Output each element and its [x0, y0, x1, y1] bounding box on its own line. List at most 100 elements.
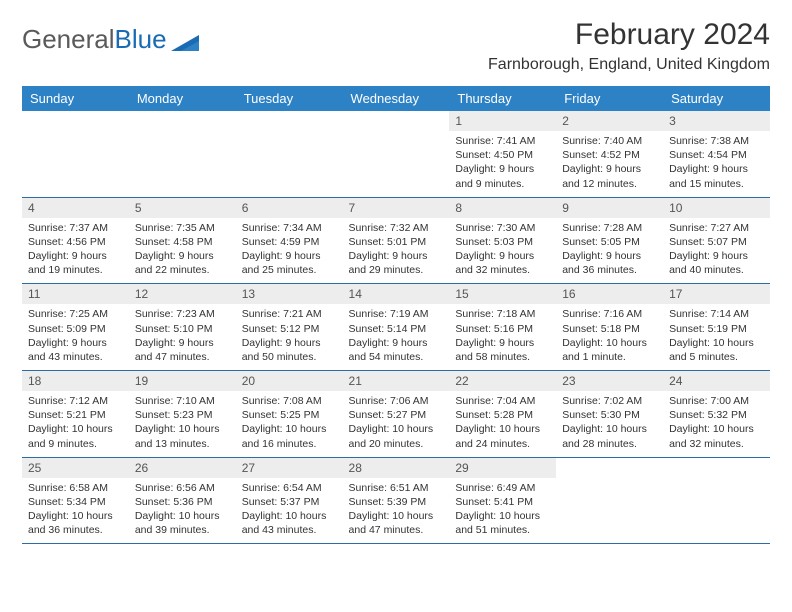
day-number: 19 — [129, 371, 236, 391]
title-block: February 2024 Farnborough, England, Unit… — [488, 18, 770, 74]
calendar-table: Sunday Monday Tuesday Wednesday Thursday… — [22, 86, 770, 544]
day-number: 10 — [663, 198, 770, 218]
day-details: Sunrise: 7:37 AMSunset: 4:56 PMDaylight:… — [22, 218, 129, 284]
day-details: Sunrise: 7:16 AMSunset: 5:18 PMDaylight:… — [556, 304, 663, 370]
calendar-week-row: 4Sunrise: 7:37 AMSunset: 4:56 PMDaylight… — [22, 197, 770, 284]
day-number: 5 — [129, 198, 236, 218]
calendar-cell: 27Sunrise: 6:54 AMSunset: 5:37 PMDayligh… — [236, 457, 343, 544]
logo-triangle-icon — [171, 29, 199, 51]
header: GeneralBlue February 2024 Farnborough, E… — [22, 18, 770, 74]
month-title: February 2024 — [488, 18, 770, 52]
col-wednesday: Wednesday — [343, 86, 450, 111]
calendar-cell: 10Sunrise: 7:27 AMSunset: 5:07 PMDayligh… — [663, 197, 770, 284]
calendar-cell: 3Sunrise: 7:38 AMSunset: 4:54 PMDaylight… — [663, 111, 770, 197]
day-details: Sunrise: 7:02 AMSunset: 5:30 PMDaylight:… — [556, 391, 663, 457]
day-number: 2 — [556, 111, 663, 131]
logo-text: GeneralBlue — [22, 24, 167, 55]
day-details: Sunrise: 7:35 AMSunset: 4:58 PMDaylight:… — [129, 218, 236, 284]
day-details: Sunrise: 7:19 AMSunset: 5:14 PMDaylight:… — [343, 304, 450, 370]
calendar-cell: 19Sunrise: 7:10 AMSunset: 5:23 PMDayligh… — [129, 371, 236, 458]
location: Farnborough, England, United Kingdom — [488, 56, 770, 74]
logo-part1: General — [22, 24, 115, 54]
day-details: Sunrise: 7:12 AMSunset: 5:21 PMDaylight:… — [22, 391, 129, 457]
calendar-cell: 22Sunrise: 7:04 AMSunset: 5:28 PMDayligh… — [449, 371, 556, 458]
calendar-cell — [556, 457, 663, 544]
day-details: Sunrise: 7:00 AMSunset: 5:32 PMDaylight:… — [663, 391, 770, 457]
day-details: Sunrise: 7:23 AMSunset: 5:10 PMDaylight:… — [129, 304, 236, 370]
calendar-cell: 13Sunrise: 7:21 AMSunset: 5:12 PMDayligh… — [236, 284, 343, 371]
day-number: 18 — [22, 371, 129, 391]
day-details: Sunrise: 7:30 AMSunset: 5:03 PMDaylight:… — [449, 218, 556, 284]
calendar-cell: 15Sunrise: 7:18 AMSunset: 5:16 PMDayligh… — [449, 284, 556, 371]
day-number: 4 — [22, 198, 129, 218]
day-details: Sunrise: 7:14 AMSunset: 5:19 PMDaylight:… — [663, 304, 770, 370]
day-details: Sunrise: 7:10 AMSunset: 5:23 PMDaylight:… — [129, 391, 236, 457]
day-number: 27 — [236, 458, 343, 478]
calendar-cell: 5Sunrise: 7:35 AMSunset: 4:58 PMDaylight… — [129, 197, 236, 284]
calendar-cell: 14Sunrise: 7:19 AMSunset: 5:14 PMDayligh… — [343, 284, 450, 371]
day-details: Sunrise: 6:49 AMSunset: 5:41 PMDaylight:… — [449, 478, 556, 544]
day-number: 15 — [449, 284, 556, 304]
calendar-cell — [22, 111, 129, 197]
calendar-cell: 28Sunrise: 6:51 AMSunset: 5:39 PMDayligh… — [343, 457, 450, 544]
calendar-cell — [129, 111, 236, 197]
calendar-cell: 2Sunrise: 7:40 AMSunset: 4:52 PMDaylight… — [556, 111, 663, 197]
day-details: Sunrise: 7:28 AMSunset: 5:05 PMDaylight:… — [556, 218, 663, 284]
day-number: 1 — [449, 111, 556, 131]
day-number: 13 — [236, 284, 343, 304]
day-details: Sunrise: 7:18 AMSunset: 5:16 PMDaylight:… — [449, 304, 556, 370]
day-number: 6 — [236, 198, 343, 218]
day-number: 21 — [343, 371, 450, 391]
calendar-week-row: 11Sunrise: 7:25 AMSunset: 5:09 PMDayligh… — [22, 284, 770, 371]
day-number: 23 — [556, 371, 663, 391]
col-sunday: Sunday — [22, 86, 129, 111]
day-details: Sunrise: 6:54 AMSunset: 5:37 PMDaylight:… — [236, 478, 343, 544]
calendar-cell — [663, 457, 770, 544]
day-details: Sunrise: 7:32 AMSunset: 5:01 PMDaylight:… — [343, 218, 450, 284]
day-number: 7 — [343, 198, 450, 218]
calendar-cell: 21Sunrise: 7:06 AMSunset: 5:27 PMDayligh… — [343, 371, 450, 458]
calendar-week-row: 1Sunrise: 7:41 AMSunset: 4:50 PMDaylight… — [22, 111, 770, 197]
day-details: Sunrise: 7:25 AMSunset: 5:09 PMDaylight:… — [22, 304, 129, 370]
calendar-cell: 25Sunrise: 6:58 AMSunset: 5:34 PMDayligh… — [22, 457, 129, 544]
day-number: 12 — [129, 284, 236, 304]
day-number: 28 — [343, 458, 450, 478]
calendar-cell: 9Sunrise: 7:28 AMSunset: 5:05 PMDaylight… — [556, 197, 663, 284]
day-number: 16 — [556, 284, 663, 304]
day-details: Sunrise: 7:40 AMSunset: 4:52 PMDaylight:… — [556, 131, 663, 197]
day-number: 20 — [236, 371, 343, 391]
calendar-cell: 20Sunrise: 7:08 AMSunset: 5:25 PMDayligh… — [236, 371, 343, 458]
calendar-header-row: Sunday Monday Tuesday Wednesday Thursday… — [22, 86, 770, 111]
day-number: 22 — [449, 371, 556, 391]
day-number: 17 — [663, 284, 770, 304]
calendar-cell: 12Sunrise: 7:23 AMSunset: 5:10 PMDayligh… — [129, 284, 236, 371]
day-number: 11 — [22, 284, 129, 304]
calendar-cell: 18Sunrise: 7:12 AMSunset: 5:21 PMDayligh… — [22, 371, 129, 458]
logo-part2: Blue — [115, 24, 167, 54]
day-details: Sunrise: 7:27 AMSunset: 5:07 PMDaylight:… — [663, 218, 770, 284]
day-number: 14 — [343, 284, 450, 304]
calendar-cell: 6Sunrise: 7:34 AMSunset: 4:59 PMDaylight… — [236, 197, 343, 284]
day-number: 24 — [663, 371, 770, 391]
calendar-cell — [236, 111, 343, 197]
day-details: Sunrise: 7:08 AMSunset: 5:25 PMDaylight:… — [236, 391, 343, 457]
calendar-cell: 1Sunrise: 7:41 AMSunset: 4:50 PMDaylight… — [449, 111, 556, 197]
day-details: Sunrise: 7:34 AMSunset: 4:59 PMDaylight:… — [236, 218, 343, 284]
day-number: 25 — [22, 458, 129, 478]
calendar-cell: 26Sunrise: 6:56 AMSunset: 5:36 PMDayligh… — [129, 457, 236, 544]
logo: GeneralBlue — [22, 24, 199, 55]
calendar-cell: 23Sunrise: 7:02 AMSunset: 5:30 PMDayligh… — [556, 371, 663, 458]
calendar-week-row: 25Sunrise: 6:58 AMSunset: 5:34 PMDayligh… — [22, 457, 770, 544]
day-details: Sunrise: 7:04 AMSunset: 5:28 PMDaylight:… — [449, 391, 556, 457]
col-tuesday: Tuesday — [236, 86, 343, 111]
day-details: Sunrise: 6:58 AMSunset: 5:34 PMDaylight:… — [22, 478, 129, 544]
col-saturday: Saturday — [663, 86, 770, 111]
day-number: 29 — [449, 458, 556, 478]
calendar-cell: 8Sunrise: 7:30 AMSunset: 5:03 PMDaylight… — [449, 197, 556, 284]
calendar-cell — [343, 111, 450, 197]
day-number: 9 — [556, 198, 663, 218]
calendar-body: 1Sunrise: 7:41 AMSunset: 4:50 PMDaylight… — [22, 111, 770, 544]
calendar-cell: 24Sunrise: 7:00 AMSunset: 5:32 PMDayligh… — [663, 371, 770, 458]
day-number: 3 — [663, 111, 770, 131]
calendar-cell: 11Sunrise: 7:25 AMSunset: 5:09 PMDayligh… — [22, 284, 129, 371]
